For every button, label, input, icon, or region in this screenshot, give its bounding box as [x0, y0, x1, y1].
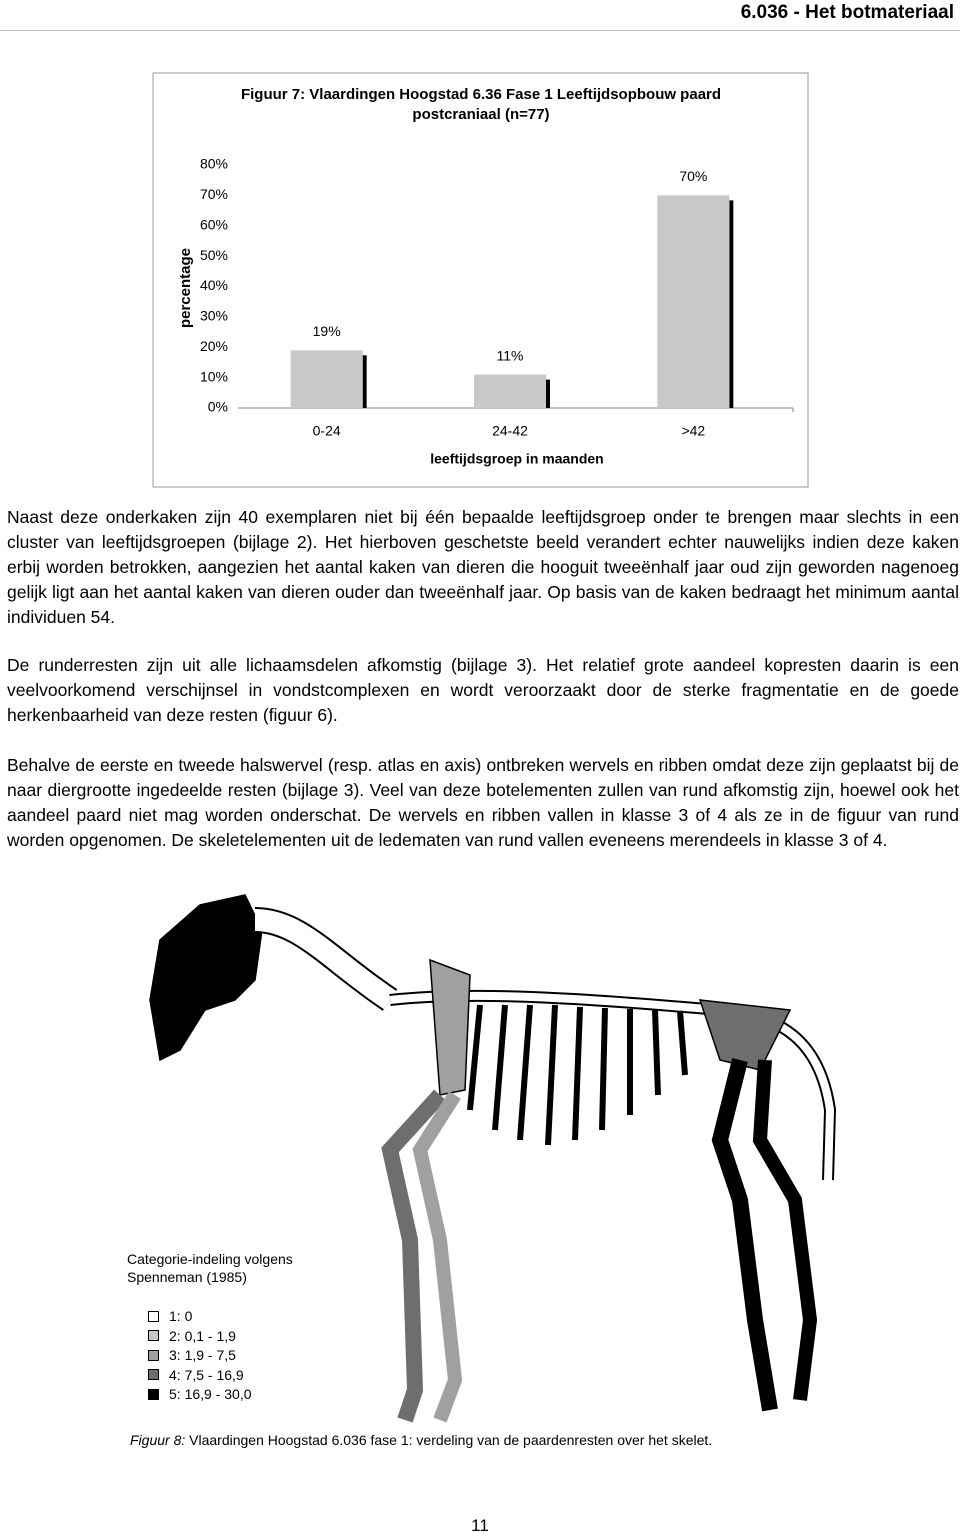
x-tick-label: 24-42 [492, 423, 528, 439]
page-number: 11 [471, 1516, 489, 1535]
value-label: 19% [313, 323, 341, 339]
value-label: 70% [679, 168, 707, 184]
y-tick-label: 20% [200, 338, 228, 354]
y-axis-label: percentage [177, 248, 194, 328]
front-leg [381, 1089, 446, 1423]
paragraph: De runderresten zijn uit alle lichaamsde… [7, 655, 959, 725]
bar [657, 195, 730, 408]
paragraph: Naast deze onderkaken zijn 40 exemplaren… [7, 507, 959, 627]
y-tick-label: 80% [200, 156, 228, 172]
value-label: 11% [497, 347, 524, 363]
pelvis [698, 999, 792, 1071]
legend-label: 2: 0,1 - 1,9 [169, 1327, 236, 1344]
y-tick-label: 50% [200, 247, 228, 263]
legend-label: 4: 7,5 - 16,9 [169, 1366, 244, 1383]
x-tick-label: 0-24 [313, 423, 341, 439]
y-tick-label: 10% [200, 368, 228, 384]
chart-title: Figuur 7: Vlaardingen Hoogstad 6.36 Fase… [240, 86, 722, 123]
legend-item: 2: 0,1 - 1,9 [148, 1326, 236, 1346]
legend-item: 1: 0 [148, 1306, 192, 1326]
chart: percentage leeftijdsgroep in maanden 0% 1… [152, 72, 809, 488]
x-tick-label: >42 [681, 423, 705, 439]
x-axis-label: leeftijdsgroep in maanden [430, 451, 603, 467]
y-tick-label: 60% [200, 216, 228, 232]
y-tick-label: 70% [200, 186, 228, 202]
bar [474, 374, 546, 408]
legend-title: Categorie-indeling volgens Spenneman (19… [127, 1251, 293, 1285]
y-tick-label: 0% [208, 399, 228, 415]
bar-shadow [729, 200, 734, 408]
ribs [467, 1004, 688, 1146]
caption-text: Vlaardingen Hoogstad 6.036 fase 1: verde… [185, 1432, 713, 1448]
legend-item: 4: 7,5 - 16,9 [148, 1365, 244, 1385]
legend-item: 3: 1,9 - 7,5 [148, 1345, 236, 1365]
y-tick-label: 40% [200, 277, 228, 293]
legend-label: 5: 16,9 - 30,0 [169, 1386, 252, 1402]
skull [149, 894, 263, 1062]
caption-label: Figuur 8: [130, 1432, 186, 1448]
legend-swatch [148, 1330, 159, 1341]
header-rule [0, 30, 960, 31]
paragraph: Behalve de eerste en tweede halswervel (… [7, 755, 959, 850]
legend-label: 1: 0 [169, 1308, 193, 1324]
figure-caption: Figuur 8: Vlaardingen Hoogstad 6.036 fas… [130, 1432, 712, 1448]
neck-fill [254, 909, 397, 1010]
bar [290, 350, 363, 408]
legend-item: 5: 16,9 - 30,0 [148, 1384, 252, 1404]
spine-fill [389, 991, 835, 1181]
scapula [429, 958, 471, 1096]
hind-leg [711, 1058, 778, 1412]
legend-swatch [148, 1310, 159, 1322]
front-leg [412, 1091, 463, 1423]
hind-leg [752, 1059, 818, 1401]
bar-shadow [362, 355, 367, 408]
bar-shadow [546, 379, 550, 408]
y-tick-label: 30% [200, 308, 228, 324]
running-header: 6.036 - Het botmateriaal [740, 2, 954, 23]
legend-swatch [148, 1388, 159, 1400]
legend-swatch [148, 1349, 159, 1361]
skeleton-figure [149, 894, 837, 1423]
legend-label: 3: 1,9 - 7,5 [169, 1347, 236, 1363]
legend-swatch [148, 1369, 159, 1380]
